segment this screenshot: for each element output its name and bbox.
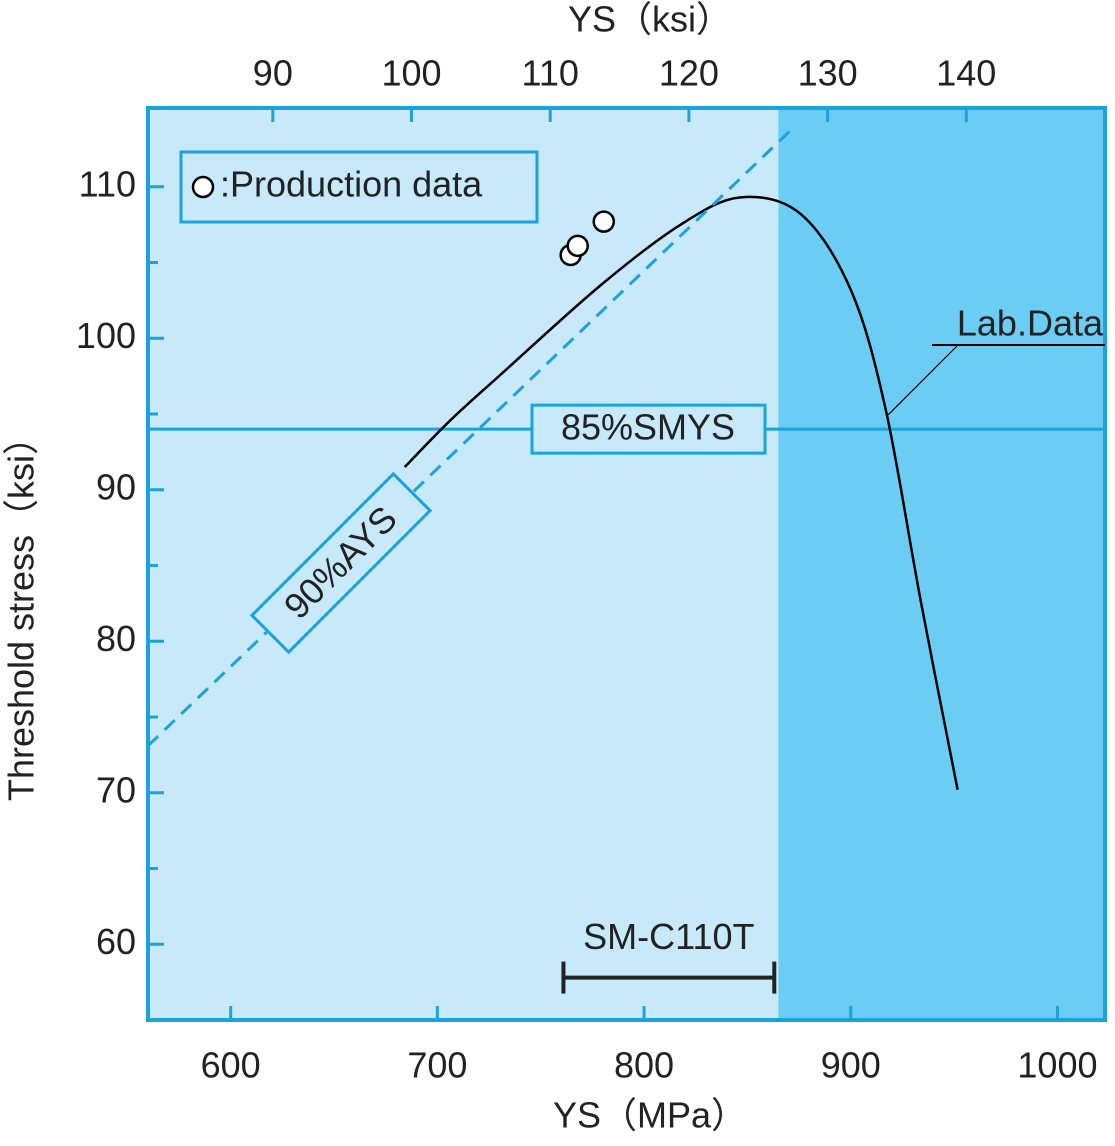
ays-label-box xyxy=(249,471,433,655)
x-tick-label: 1000 xyxy=(1017,1045,1097,1086)
x2-tick-label: 130 xyxy=(798,53,858,94)
x2-tick-label: 140 xyxy=(936,53,996,94)
lab-curve xyxy=(403,195,959,790)
production-point xyxy=(592,210,616,233)
range-label: SM-C110T xyxy=(583,916,754,957)
shaded-region xyxy=(778,108,1105,1020)
legend-box xyxy=(179,150,539,224)
lab-data-label: Lab.Data xyxy=(957,303,1104,344)
production-point xyxy=(566,234,589,258)
y-tick-label: 60 xyxy=(96,921,136,962)
x-tick-label: 600 xyxy=(201,1045,261,1086)
y-tick-label: 80 xyxy=(96,618,136,659)
y-title: Threshold stress（ksi） xyxy=(1,419,42,801)
x2-title: YS（ksi） xyxy=(568,0,732,40)
x2-tick-label: 110 xyxy=(522,53,579,94)
legend-marker xyxy=(191,175,215,199)
y-tick-label: 90 xyxy=(96,466,136,507)
lab-data-leader xyxy=(887,344,959,416)
x2-tick-label: 90 xyxy=(253,53,293,94)
x-tick-label: 800 xyxy=(614,1045,674,1086)
plot-background xyxy=(148,108,1105,1020)
x-tick-label: 700 xyxy=(407,1045,467,1086)
smys-label-box xyxy=(530,403,767,455)
x2-tick-label: 100 xyxy=(381,53,441,94)
ays-line xyxy=(148,125,796,747)
x-title: YS（MPa） xyxy=(553,1095,747,1136)
legend-label: :Production data xyxy=(220,164,483,205)
smys-label: 85%SMYS xyxy=(561,407,735,448)
x-tick-label: 900 xyxy=(821,1045,881,1086)
x2-tick-label: 120 xyxy=(659,53,719,94)
y-tick-label: 110 xyxy=(79,163,136,204)
plot-frame xyxy=(146,106,1107,1022)
y-tick-label: 70 xyxy=(96,769,136,810)
y-tick-label: 100 xyxy=(76,315,136,356)
